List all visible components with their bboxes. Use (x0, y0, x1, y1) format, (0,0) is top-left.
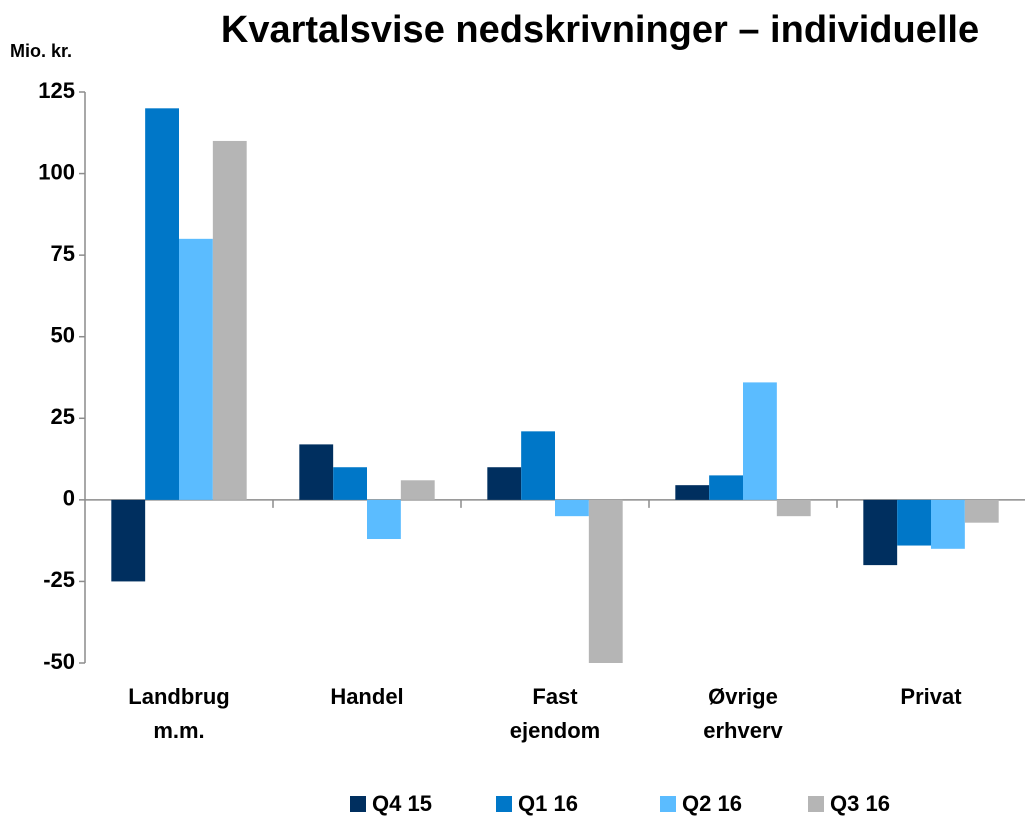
bar (776, 499, 811, 517)
x-tick-label: Landbrug m.m. (128, 684, 229, 743)
legend-label: Q1 16 (518, 791, 578, 816)
x-tick-label: Handel (330, 684, 403, 709)
bar (487, 467, 522, 500)
bar (145, 108, 179, 500)
legend-swatch (660, 796, 676, 812)
y-axis-label: Mio. kr. (10, 41, 72, 61)
legend-swatch (496, 796, 512, 812)
legend-swatch (808, 796, 824, 812)
bar (863, 499, 898, 566)
bar (675, 485, 710, 500)
y-tick-label: 125 (38, 78, 75, 103)
bar (897, 499, 931, 546)
y-tick-label: 75 (51, 241, 75, 266)
bar (743, 382, 777, 500)
bar (964, 499, 999, 523)
bar (179, 238, 213, 500)
bar (367, 499, 401, 540)
y-tick-label: 0 (63, 486, 75, 511)
x-tick-label: Privat (900, 684, 962, 709)
bar (521, 431, 555, 500)
chart-title: Kvartalsvise nedskrivninger – individuel… (221, 9, 979, 51)
legend-label: Q4 15 (372, 791, 432, 816)
bar (709, 475, 743, 500)
bar (931, 499, 965, 549)
y-tick-label: 25 (51, 404, 75, 429)
x-tick-label: Øvrige erhverv (703, 684, 783, 743)
bar (212, 140, 247, 500)
bar (333, 467, 367, 500)
bar (400, 480, 435, 500)
bar (555, 499, 589, 517)
bar (299, 444, 334, 500)
y-tick-label: -50 (43, 649, 75, 674)
y-tick-label: 100 (38, 159, 75, 184)
y-tick-label: -25 (43, 567, 75, 592)
x-tick-label: Fast ejendom (510, 684, 600, 743)
legend-label: Q3 16 (830, 791, 890, 816)
bar (111, 499, 146, 582)
y-tick-label: 50 (51, 323, 75, 348)
legend-swatch (350, 796, 366, 812)
bar (588, 499, 623, 663)
legend-label: Q2 16 (682, 791, 742, 816)
